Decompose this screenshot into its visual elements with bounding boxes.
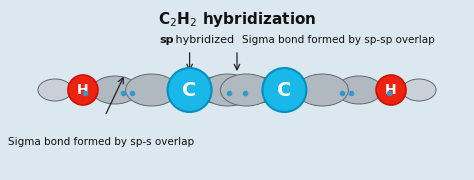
Text: C$_2$H$_2$ hybridization: C$_2$H$_2$ hybridization xyxy=(158,10,316,29)
Circle shape xyxy=(68,75,98,105)
Circle shape xyxy=(376,75,406,105)
Ellipse shape xyxy=(220,74,273,106)
Text: C: C xyxy=(182,80,197,100)
Ellipse shape xyxy=(240,77,278,103)
Text: Sigma bond formed by sp-sp overlap: Sigma bond formed by sp-sp overlap xyxy=(242,35,435,45)
Ellipse shape xyxy=(296,74,348,106)
Text: Sigma bond formed by sp-s overlap: Sigma bond formed by sp-s overlap xyxy=(8,137,194,147)
Ellipse shape xyxy=(126,74,178,106)
Ellipse shape xyxy=(402,79,436,101)
Circle shape xyxy=(168,68,211,112)
Text: H: H xyxy=(385,83,397,97)
Text: sp: sp xyxy=(160,35,174,45)
Ellipse shape xyxy=(201,74,254,106)
Text: hybridized: hybridized xyxy=(172,35,234,45)
Ellipse shape xyxy=(92,76,138,104)
Circle shape xyxy=(263,68,306,112)
Ellipse shape xyxy=(38,79,72,101)
Ellipse shape xyxy=(336,76,382,104)
Text: H: H xyxy=(77,83,89,97)
Ellipse shape xyxy=(196,77,234,103)
Text: C: C xyxy=(277,80,292,100)
